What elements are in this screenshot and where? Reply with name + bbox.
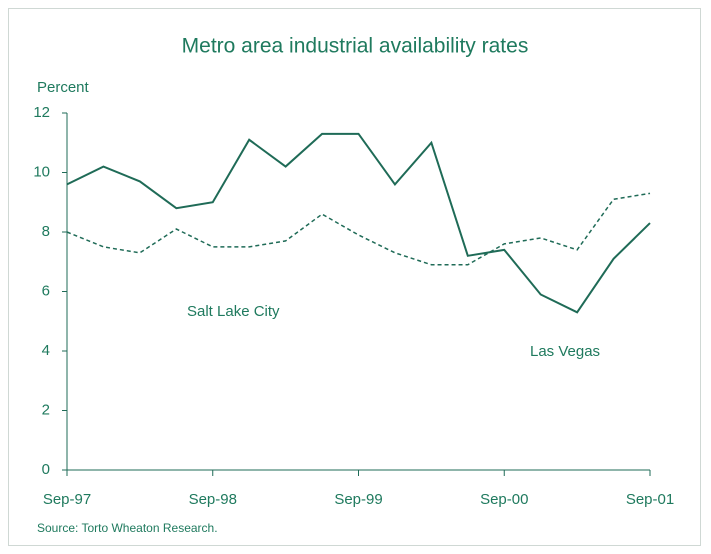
y-tick-label: 6 bbox=[42, 282, 50, 299]
y-tick-label: 0 bbox=[42, 461, 50, 478]
x-tick-label: Sep-99 bbox=[334, 491, 382, 508]
frame bbox=[8, 8, 701, 546]
source-note: Source: Torto Wheaton Research. bbox=[37, 521, 218, 535]
x-tick-label: Sep-01 bbox=[626, 491, 674, 508]
y-tick-label: 8 bbox=[42, 223, 50, 240]
series-label: Las Vegas bbox=[530, 343, 600, 360]
x-tick-label: Sep-00 bbox=[480, 491, 528, 508]
y-axis-label: Percent bbox=[37, 79, 90, 96]
x-tick-label: Sep-98 bbox=[189, 491, 237, 508]
x-tick-label: Sep-97 bbox=[43, 491, 91, 508]
chart-title: Metro area industrial availability rates bbox=[182, 35, 529, 58]
line-series bbox=[66, 192, 651, 266]
y-tick-label: 10 bbox=[33, 163, 50, 180]
y-tick-label: 12 bbox=[33, 104, 50, 121]
y-tick-label: 4 bbox=[42, 342, 50, 359]
line-series bbox=[66, 132, 651, 314]
y-tick-label: 2 bbox=[42, 401, 50, 418]
series-label: Salt Lake City bbox=[187, 303, 280, 320]
